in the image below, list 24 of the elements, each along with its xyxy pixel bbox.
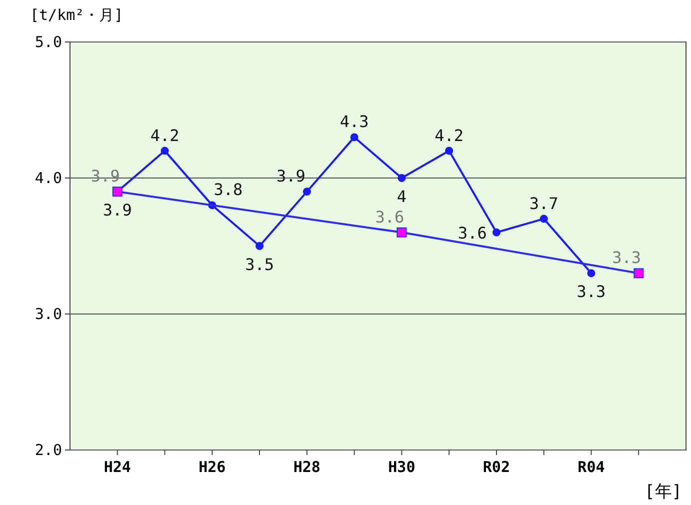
y-tick-label: 3.0 [34, 305, 62, 323]
x-tick-label: R04 [578, 458, 605, 476]
y-tick-label: 4.0 [34, 169, 62, 187]
y-tick-label: 2.0 [34, 441, 62, 459]
x-tick-label: H28 [293, 458, 320, 476]
y-axis-title: [t/km²・月] [30, 6, 124, 24]
data-label: 3.8 [214, 180, 243, 200]
data-label: 3.5 [245, 255, 274, 274]
data-label: 3.9 [102, 200, 132, 220]
x-tick-label: H30 [388, 458, 416, 476]
data-label: 4.2 [434, 126, 464, 145]
data-label: 4 [396, 187, 407, 206]
data-label: 4.3 [340, 112, 369, 132]
data-label: 4.2 [150, 126, 180, 145]
x-tick-label: H24 [104, 458, 131, 476]
x-tick-label: H26 [198, 458, 226, 476]
y-tick-label: 5.0 [34, 33, 62, 51]
data-label: 3.3 [612, 248, 642, 268]
data-label: 3.6 [375, 207, 404, 226]
data-label: 3.7 [529, 194, 558, 213]
data-label: 3.6 [458, 223, 487, 242]
x-tick-label: R02 [482, 458, 510, 476]
data-label: 3.3 [576, 282, 606, 302]
x-axis-title: [年] [644, 482, 682, 502]
